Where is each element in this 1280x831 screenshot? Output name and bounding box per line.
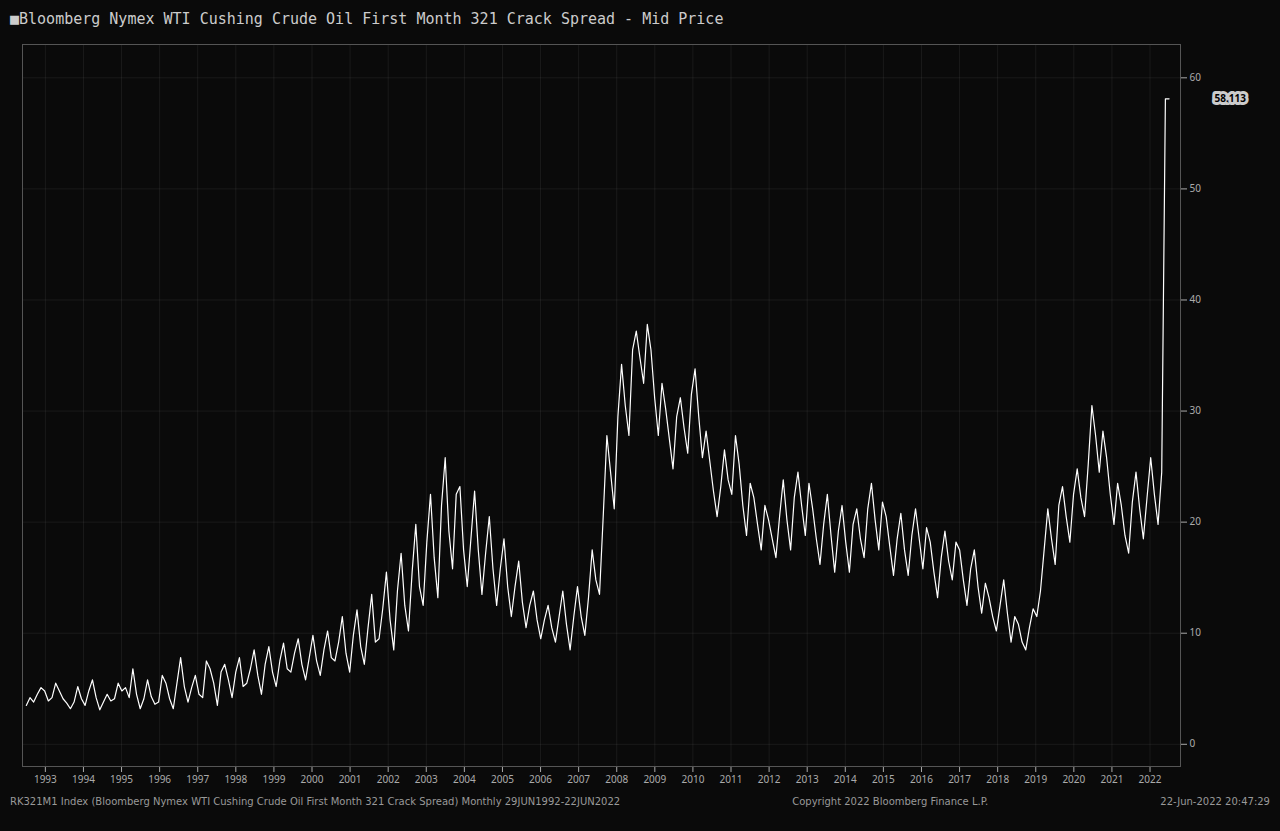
svg-text:2009: 2009 <box>643 772 666 786</box>
svg-text:1996: 1996 <box>148 772 171 786</box>
html-text:Copyright 2022 Bloomberg Finan: Copyright 2022 Bloomberg Finance L.P. <box>792 796 989 807</box>
svg-text:2004: 2004 <box>453 772 476 786</box>
svg-text:2021: 2021 <box>1100 772 1123 786</box>
svg-text:1997: 1997 <box>186 772 209 786</box>
svg-text:40: 40 <box>1190 292 1202 306</box>
svg-text:2018: 2018 <box>986 772 1009 786</box>
svg-text:0: 0 <box>1190 736 1196 750</box>
svg-text:20: 20 <box>1190 514 1202 528</box>
svg-text:50: 50 <box>1190 181 1202 195</box>
svg-text:2015: 2015 <box>872 772 895 786</box>
html-text:22-Jun-2022 20:47:29: 22-Jun-2022 20:47:29 <box>1160 796 1270 807</box>
svg-text:2022: 2022 <box>1139 772 1162 786</box>
svg-text:1995: 1995 <box>110 772 133 786</box>
svg-text:2000: 2000 <box>301 772 324 786</box>
svg-text:1994: 1994 <box>72 772 95 786</box>
svg-text:2006: 2006 <box>529 772 552 786</box>
svg-text:2016: 2016 <box>910 772 933 786</box>
html-text:■Bloomberg Nymex WTI Cushing C: ■Bloomberg Nymex WTI Cushing Crude Oil F… <box>10 10 724 28</box>
svg-text:2005: 2005 <box>491 772 514 786</box>
svg-text:2007: 2007 <box>567 772 590 786</box>
svg-text:2017: 2017 <box>948 772 971 786</box>
svg-text:58.113: 58.113 <box>1215 91 1247 105</box>
svg-text:2014: 2014 <box>834 772 857 786</box>
svg-text:2020: 2020 <box>1062 772 1085 786</box>
svg-text:10: 10 <box>1190 625 1202 639</box>
html-text:RK321M1 Index (Bloomberg Nymex: RK321M1 Index (Bloomberg Nymex WTI Cushi… <box>10 796 621 807</box>
svg-text:1998: 1998 <box>224 772 247 786</box>
svg-text:2012: 2012 <box>758 772 781 786</box>
svg-text:2019: 2019 <box>1024 772 1047 786</box>
svg-text:2001: 2001 <box>339 772 362 786</box>
svg-text:60: 60 <box>1190 70 1202 84</box>
svg-text:2002: 2002 <box>377 772 400 786</box>
svg-text:30: 30 <box>1190 403 1202 417</box>
svg-text:2011: 2011 <box>720 772 743 786</box>
svg-text:1993: 1993 <box>34 772 57 786</box>
svg-text:2010: 2010 <box>681 772 704 786</box>
svg-text:2013: 2013 <box>796 772 819 786</box>
svg-text:2008: 2008 <box>605 772 628 786</box>
svg-text:1999: 1999 <box>262 772 285 786</box>
svg-text:2003: 2003 <box>415 772 438 786</box>
